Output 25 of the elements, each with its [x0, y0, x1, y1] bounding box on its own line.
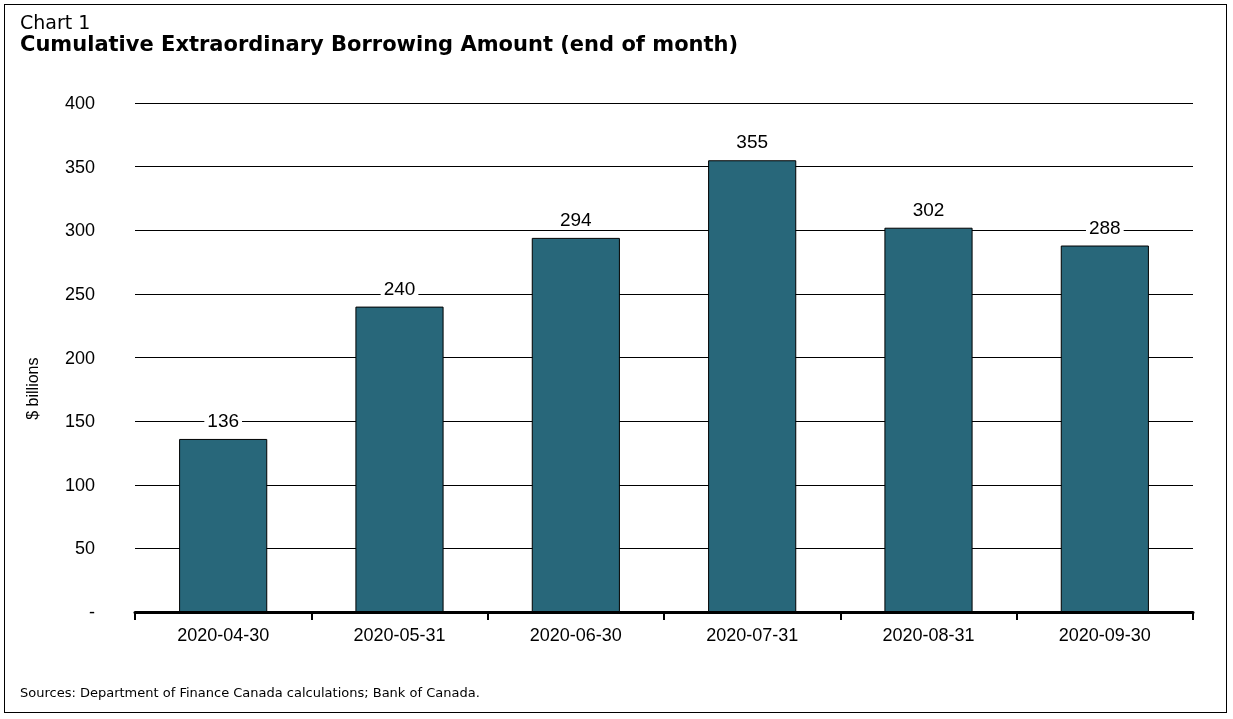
data-label: 136 — [207, 409, 240, 431]
y-tick-label: 150 — [64, 411, 95, 432]
data-label: 288 — [1088, 216, 1121, 238]
y-axis-title: $ billions — [23, 357, 41, 420]
chart-subtitle: Chart 1 — [20, 10, 91, 33]
x-tick-label: 2020-07-31 — [706, 625, 799, 645]
y-tick-label: - — [89, 602, 95, 622]
data-label: 355 — [736, 131, 769, 153]
data-label: 294 — [559, 208, 593, 230]
data-label: 302 — [912, 198, 945, 220]
y-tick-label: 100 — [64, 474, 95, 495]
y-tick-label: 50 — [74, 538, 95, 559]
x-tick-label: 2020-06-30 — [529, 625, 622, 645]
y-tick-label: 200 — [64, 347, 95, 368]
x-tick-label: 2020-04-30 — [177, 625, 270, 645]
x-tick-label: 2020-09-30 — [1058, 625, 1151, 645]
data-label: 240 — [383, 277, 416, 299]
y-tick-label: 350 — [64, 156, 95, 177]
y-tick-label: 400 — [64, 93, 95, 113]
source-note: Sources: Department of Finance Canada calculations; Bank of Canada. — [20, 685, 480, 700]
x-tick-label: 2020-05-31 — [353, 625, 446, 645]
y-tick-label: 300 — [64, 220, 95, 241]
y-tick-label: 250 — [64, 283, 95, 304]
chart-title: Cumulative Extraordinary Borrowing Amount (end of month) — [20, 31, 739, 56]
x-tick-label: 2020-08-31 — [882, 625, 975, 645]
